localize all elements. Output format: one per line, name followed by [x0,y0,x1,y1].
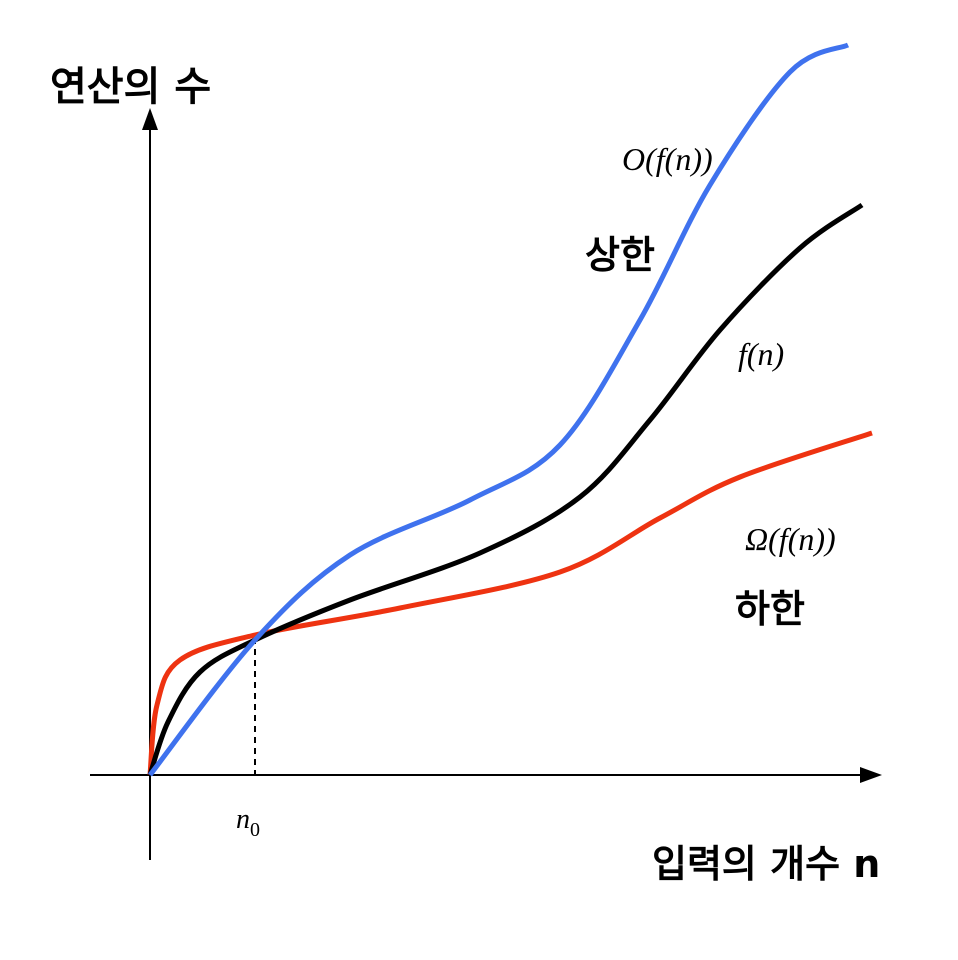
function-curve [147,202,864,776]
x-axis-label: 입력의 개수 n [652,842,880,886]
y-arrow [142,108,158,130]
n0-sub: 0 [250,819,260,841]
lower-bound-curve [147,430,873,776]
upper-label: O(f(n)) [622,141,713,177]
lower-label: Ω(f(n)) [745,521,836,557]
y-axis-label: 연산의 수 [50,64,211,110]
n0-label: n0 [236,804,260,841]
lower-caption: 하한 [735,587,805,631]
upper-caption: 상한 [585,233,655,277]
n0-base: n [236,804,250,835]
upper-bound-curve [148,42,850,777]
middle-label: f(n) [738,336,784,372]
x-arrow [860,767,882,783]
